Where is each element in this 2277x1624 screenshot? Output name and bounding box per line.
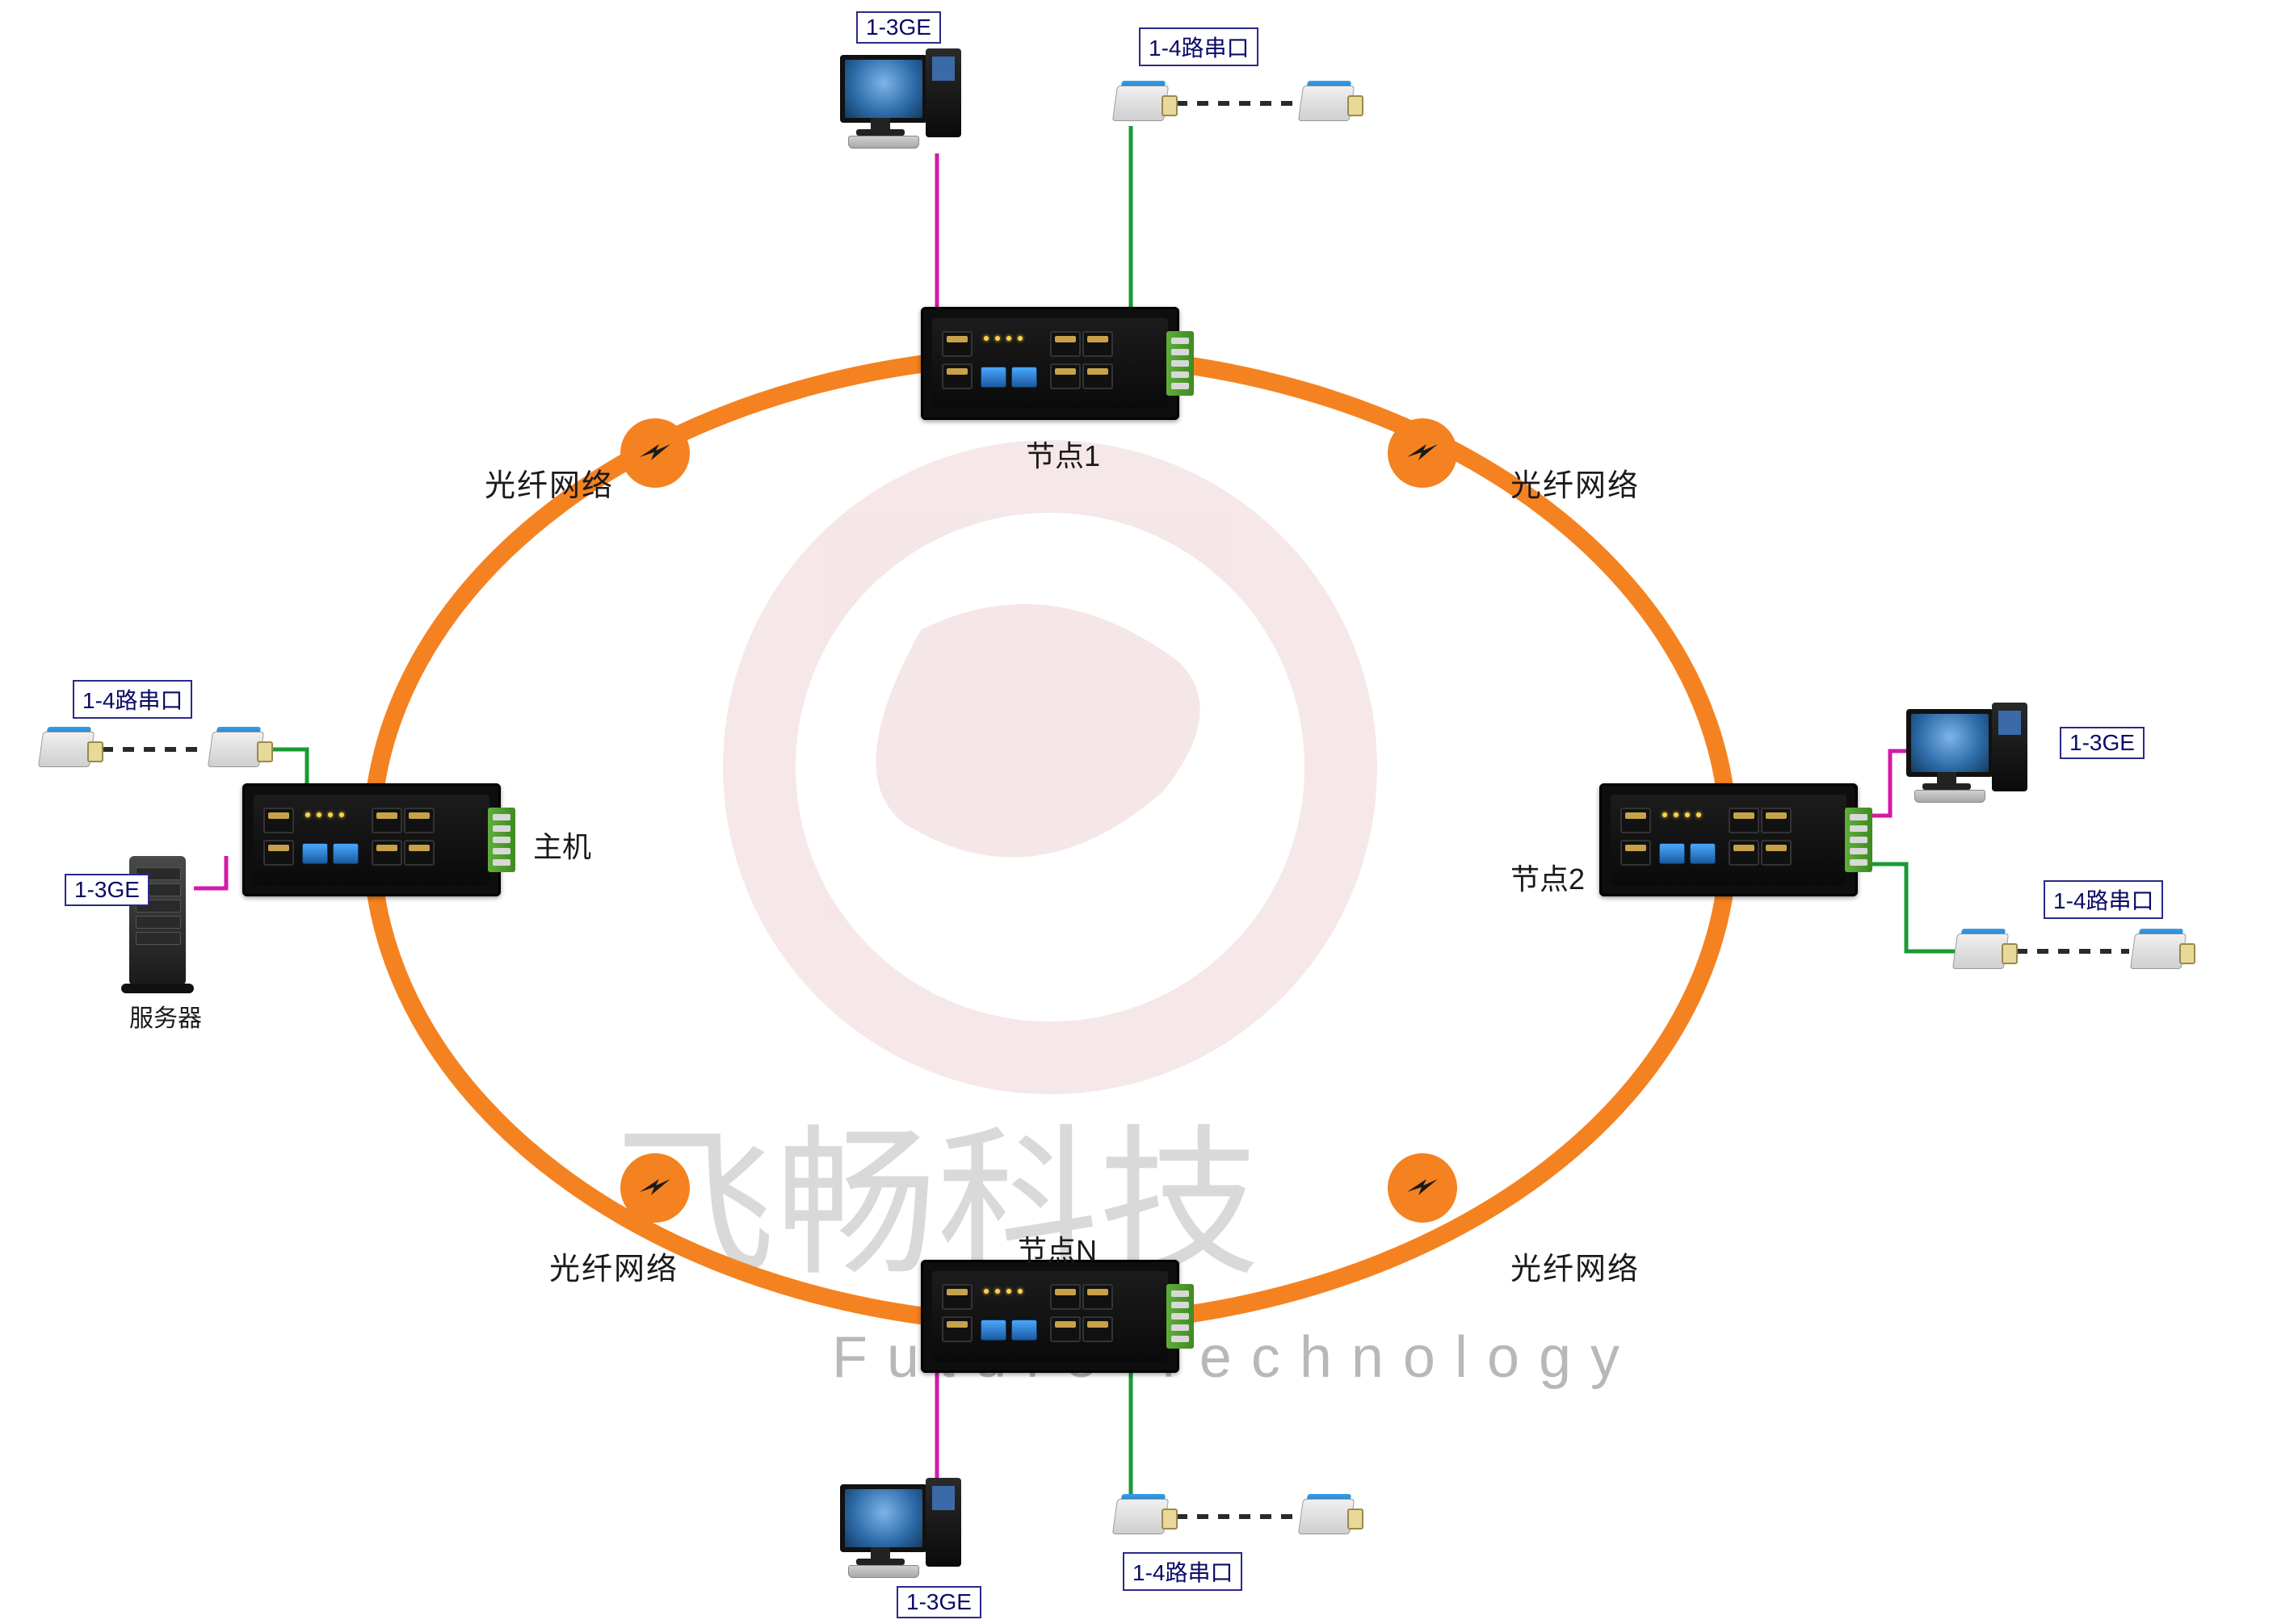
serial-module-icon: [1300, 81, 1357, 123]
serial-module-icon: [1115, 81, 1171, 123]
pc-icon: [1906, 703, 2027, 799]
pc-icon: [840, 48, 961, 145]
line-left-server: [194, 856, 226, 888]
line-right-serial: [1858, 864, 1955, 951]
serial-module-icon: [40, 727, 97, 769]
serial-label-box: 1-4路串口: [1123, 1552, 1242, 1591]
line-right-pc: [1858, 751, 1906, 816]
fiber-badge-icon: [1391, 1156, 1454, 1219]
server-label: 服务器: [129, 998, 202, 1034]
switch-node-2: [1599, 783, 1858, 896]
switch-node-n: [921, 1260, 1179, 1373]
ge-label-box: 1-3GE: [897, 1586, 981, 1618]
pc-icon: [840, 1478, 961, 1575]
serial-module-icon: [2132, 929, 2189, 971]
fiber-label: 光纤网络: [485, 460, 614, 505]
ge-label-box: 1-3GE: [2060, 727, 2145, 759]
serial-label-box: 1-4路串口: [1139, 27, 1258, 66]
serial-module-icon: [1300, 1494, 1357, 1536]
fiber-badge-icon: [624, 422, 687, 485]
node-label-n: 节点N: [1018, 1227, 1097, 1269]
ge-label-box: 1-3GE: [65, 874, 149, 906]
fiber-badge-icon: [624, 1156, 687, 1219]
fiber-label: 光纤网络: [1510, 1244, 1640, 1288]
serial-module-icon: [210, 727, 267, 769]
fiber-badge-icon: [1391, 422, 1454, 485]
serial-label-box: 1-4路串口: [73, 680, 192, 719]
serial-label-box: 1-4路串口: [2044, 880, 2163, 919]
serial-module-icon: [1955, 929, 2011, 971]
ge-label-box: 1-3GE: [856, 11, 941, 44]
fiber-label: 光纤网络: [549, 1244, 678, 1288]
switch-host: [242, 783, 501, 896]
node-label-host: 主机: [533, 824, 591, 866]
node-label-1: 节点1: [1026, 433, 1100, 475]
serial-module-icon: [1115, 1494, 1171, 1536]
fiber-label: 光纤网络: [1510, 460, 1640, 505]
switch-node-1: [921, 307, 1179, 420]
node-label-2: 节点2: [1510, 856, 1585, 898]
